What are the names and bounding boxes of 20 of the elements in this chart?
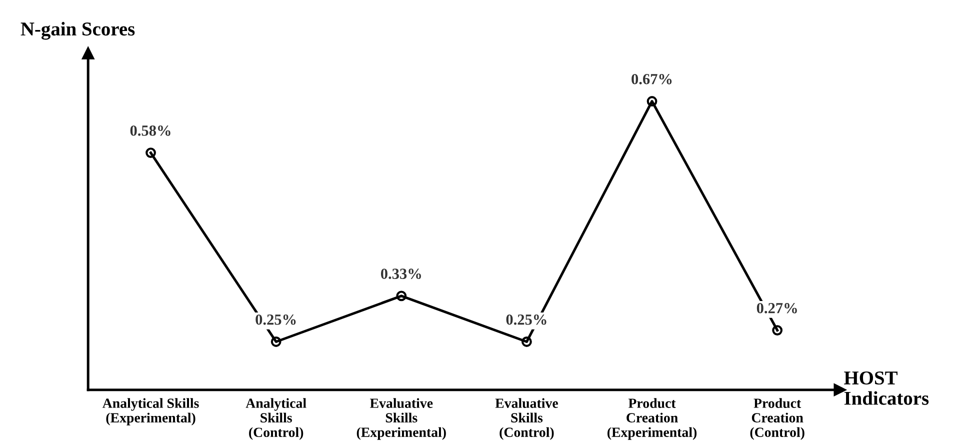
point bbox=[146, 148, 156, 158]
point bbox=[270, 336, 282, 347]
data-label: 0.25% bbox=[256, 314, 296, 325]
y-axis-title: N-gain Scores bbox=[20, 22, 135, 40]
x-tick-label: Analytical Skills (Experimental) bbox=[102, 398, 199, 426]
data-label: 0.27% bbox=[756, 302, 797, 314]
x-tick-label: Evaluative Skills (Control) bbox=[495, 398, 558, 440]
x-tick-label: Analytical Skills (Control) bbox=[246, 398, 306, 440]
point bbox=[646, 96, 658, 106]
x-axis-title: HOST Indicators bbox=[844, 371, 929, 405]
x-tick-label: Evaluative Skills (Experimental) bbox=[356, 398, 446, 440]
x-tick-label: Product Creation (Control) bbox=[750, 398, 804, 440]
data-label: 0.58% bbox=[130, 125, 170, 136]
x-tick-label: Product Creation (Experimental) bbox=[607, 398, 697, 440]
point bbox=[396, 290, 407, 302]
data-label: 0.67% bbox=[632, 74, 672, 84]
data-label: 0.33% bbox=[380, 268, 421, 280]
point bbox=[772, 325, 783, 336]
point bbox=[521, 336, 532, 347]
data-label: 0.25% bbox=[506, 314, 546, 325]
